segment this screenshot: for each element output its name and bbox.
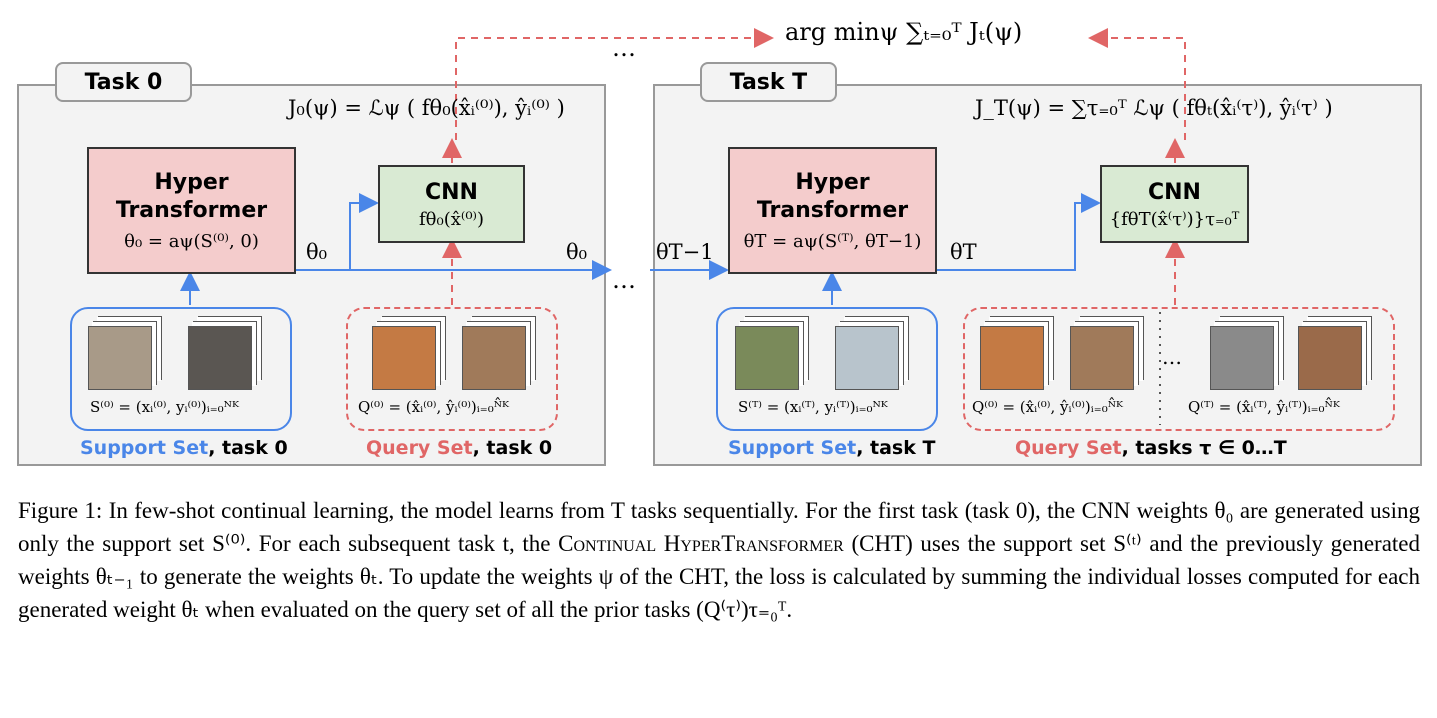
set-name: Query Set xyxy=(366,437,473,459)
box-formula: fθ₀(x̂⁽⁰⁾) xyxy=(419,208,484,230)
cnn: CNN {fθT(x̂⁽τ⁾)}τ₌₀ᵀ xyxy=(1100,165,1249,243)
set-label: Query Set, tasks τ ∈ 0…T xyxy=(1015,437,1287,459)
theta: θ₀ xyxy=(566,240,588,264)
task-tab: Task T xyxy=(700,62,837,102)
box-formula: θT = aψ(S⁽ᵀ⁾, θT−1) xyxy=(743,231,922,252)
query-set xyxy=(346,307,558,431)
elephant-image xyxy=(735,326,799,390)
caption-smallcaps: Continual HyperTransformer xyxy=(558,531,844,556)
box-title: CNN xyxy=(1148,179,1201,205)
theta: θ₀ xyxy=(306,240,328,264)
set-label: Support Set, task T xyxy=(728,437,935,459)
caption-text: (CHT) uses the support set S⁽ᵗ⁾ and the … xyxy=(18,531,1421,622)
box-title: Hyper Transformer xyxy=(115,170,268,223)
figure-caption: Figure 1: In few-shot continual learning… xyxy=(18,494,1420,626)
set-name: Support Set xyxy=(80,437,209,459)
set-formula: S⁽⁰⁾ = (xᵢ⁽⁰⁾, yᵢ⁽⁰⁾)ᵢ₌₀ᴺᴷ xyxy=(90,398,239,416)
support-set xyxy=(716,307,938,431)
box-title: CNN xyxy=(425,179,478,205)
set-formula: Q⁽⁰⁾ = (x̂ᵢ⁽⁰⁾, ŷᵢ⁽⁰⁾)ᵢ₌₀ᴺ̂ᴷ xyxy=(358,398,510,416)
pig-image xyxy=(1298,326,1362,390)
support-set xyxy=(70,307,292,431)
theta: θT xyxy=(950,240,977,264)
connectors xyxy=(180,28,1186,425)
set-name: Query Set xyxy=(1015,437,1122,459)
objective: arg minψ ∑ₜ₌₀ᵀ Jₜ(ψ) xyxy=(785,18,1023,46)
caption-text: Figure 1: In few-shot continual learning… xyxy=(18,498,1420,556)
box-formula: {fθT(x̂⁽τ⁾)}τ₌₀ᵀ xyxy=(1109,208,1240,230)
set-name: Support Set xyxy=(728,437,857,459)
cat-image xyxy=(980,326,1044,390)
hyper-transformer: Hyper Transformer θT = aψ(S⁽ᵀ⁾, θT−1) xyxy=(728,147,937,274)
set-task: , task 0 xyxy=(472,437,553,459)
dog-image xyxy=(1070,326,1134,390)
task-tab: Task 0 xyxy=(55,62,192,102)
cnn: CNN fθ₀(x̂⁽⁰⁾) xyxy=(378,165,525,243)
cat-image xyxy=(372,326,436,390)
box-title: Hyper Transformer xyxy=(756,170,909,223)
set-label: Support Set, task 0 xyxy=(80,437,288,459)
loss: J_T(ψ) = ∑τ₌₀ᵀ ℒψ ( fθₜ(x̂ᵢ⁽τ⁾), ŷᵢ⁽τ⁾ ) xyxy=(975,96,1333,120)
ellipsis: … xyxy=(612,34,636,62)
set-formula: Q⁽⁰⁾ = (x̂ᵢ⁽⁰⁾, ŷᵢ⁽⁰⁾)ᵢ₌₀ᴺ̂ᴷ xyxy=(972,398,1124,416)
elephant-image xyxy=(1210,326,1274,390)
cat-image xyxy=(88,326,152,390)
box-formula: θ₀ = aψ(S⁽⁰⁾, 0) xyxy=(124,231,259,252)
hyper-transformer: Hyper Transformer θ₀ = aψ(S⁽⁰⁾, 0) xyxy=(87,147,296,274)
pig-image xyxy=(835,326,899,390)
set-task: , task 0 xyxy=(208,437,288,459)
ellipsis: … xyxy=(612,266,636,294)
theta: θT−1 xyxy=(656,240,714,264)
set-formula: Q⁽ᵀ⁾ = (x̂ᵢ⁽ᵀ⁾, ŷᵢ⁽ᵀ⁾)ᵢ₌₀ᴺ̂ᴷ xyxy=(1188,398,1340,416)
query-set xyxy=(963,307,1395,431)
set-task: , tasks τ ∈ 0…T xyxy=(1121,437,1287,459)
set-task: , task T xyxy=(856,437,936,459)
ellipsis: … xyxy=(1162,345,1182,369)
set-label: Query Set, task 0 xyxy=(366,437,552,459)
dog-image xyxy=(188,326,252,390)
loss: J₀(ψ) = ℒψ ( fθ₀(x̂ᵢ⁽⁰⁾), ŷᵢ⁽⁰⁾ ) xyxy=(288,96,565,120)
set-formula: S⁽ᵀ⁾ = (xᵢ⁽ᵀ⁾, yᵢ⁽ᵀ⁾)ᵢ₌₀ᴺᴷ xyxy=(738,398,888,416)
dog-image xyxy=(462,326,526,390)
